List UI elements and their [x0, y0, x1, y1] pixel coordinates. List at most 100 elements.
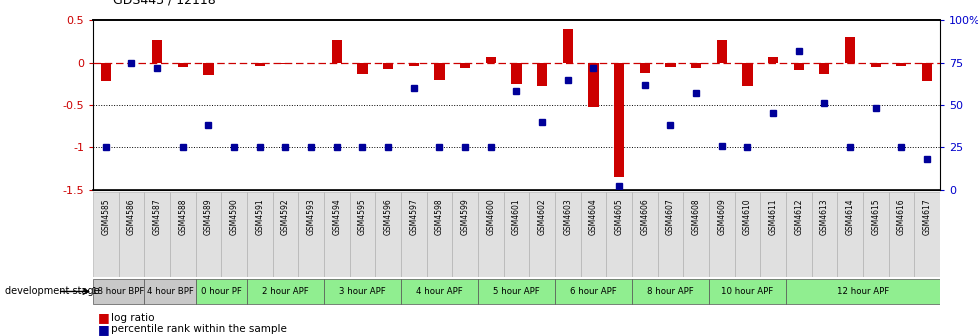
Bar	[196, 279, 246, 304]
Bar	[811, 192, 836, 277]
Text: GSM4597: GSM4597	[409, 198, 418, 235]
Text: GSM4596: GSM4596	[383, 198, 392, 235]
Text: GSM4605: GSM4605	[614, 198, 623, 235]
Bar	[555, 192, 580, 277]
Text: 4 hour BPF: 4 hour BPF	[147, 287, 194, 296]
Bar	[888, 192, 913, 277]
Bar	[665, 62, 675, 67]
Bar	[349, 192, 375, 277]
Text: ■: ■	[98, 311, 110, 324]
Text: GDS443 / 12118: GDS443 / 12118	[112, 0, 215, 7]
Bar	[708, 279, 785, 304]
Bar	[357, 62, 367, 75]
Bar	[555, 279, 631, 304]
Bar	[324, 279, 401, 304]
Bar	[144, 279, 196, 304]
Text: development stage: development stage	[5, 287, 100, 296]
Bar	[708, 192, 734, 277]
Bar	[246, 279, 324, 304]
Text: GSM4598: GSM4598	[434, 198, 443, 235]
Bar	[785, 192, 811, 277]
Text: GSM4601: GSM4601	[511, 198, 520, 235]
Bar	[452, 192, 477, 277]
Text: 2 hour APF: 2 hour APF	[262, 287, 308, 296]
Bar	[246, 192, 272, 277]
Text: GSM4603: GSM4603	[562, 198, 572, 235]
Text: GSM4588: GSM4588	[178, 198, 187, 235]
Text: GSM4612: GSM4612	[793, 198, 802, 235]
Bar	[613, 62, 624, 177]
Text: 12 hour APF: 12 hour APF	[836, 287, 888, 296]
Bar	[382, 62, 393, 69]
Bar	[485, 57, 496, 62]
Text: GSM4608: GSM4608	[690, 198, 700, 235]
Text: GSM4587: GSM4587	[153, 198, 161, 235]
Bar	[434, 62, 444, 80]
Bar	[862, 192, 888, 277]
Bar	[254, 62, 265, 66]
Text: GSM4595: GSM4595	[358, 198, 367, 235]
Text: 0 hour PF: 0 hour PF	[200, 287, 242, 296]
Bar	[588, 62, 598, 107]
Bar	[93, 192, 118, 277]
Bar	[221, 192, 246, 277]
Bar	[324, 192, 349, 277]
Text: 18 hour BPF: 18 hour BPF	[92, 287, 145, 296]
Bar	[836, 192, 862, 277]
Bar	[503, 192, 529, 277]
Bar	[657, 192, 683, 277]
Text: 4 hour APF: 4 hour APF	[416, 287, 463, 296]
Text: GSM4586: GSM4586	[127, 198, 136, 235]
Text: 5 hour APF: 5 hour APF	[493, 287, 539, 296]
Bar	[332, 40, 341, 62]
Bar	[760, 192, 785, 277]
Text: GSM4599: GSM4599	[460, 198, 469, 235]
Text: 6 hour APF: 6 hour APF	[569, 287, 616, 296]
Text: GSM4604: GSM4604	[589, 198, 598, 235]
Bar	[460, 62, 469, 68]
Bar	[477, 192, 503, 277]
Bar	[536, 62, 547, 86]
Text: GSM4615: GSM4615	[870, 198, 879, 235]
Text: GSM4589: GSM4589	[203, 198, 213, 235]
Text: 3 hour APF: 3 hour APF	[338, 287, 385, 296]
Bar	[895, 62, 906, 66]
Bar	[152, 40, 162, 62]
Bar	[196, 192, 221, 277]
Bar	[716, 40, 726, 62]
Bar	[93, 279, 144, 304]
Text: GSM4616: GSM4616	[896, 198, 905, 235]
Bar	[741, 62, 752, 86]
Text: 10 hour APF: 10 hour APF	[721, 287, 773, 296]
Bar	[921, 62, 931, 81]
Bar	[683, 192, 708, 277]
Text: GSM4609: GSM4609	[717, 198, 726, 235]
Bar	[511, 62, 521, 84]
Text: GSM4610: GSM4610	[742, 198, 751, 235]
Bar	[529, 192, 555, 277]
Text: GSM4611: GSM4611	[768, 198, 777, 235]
Bar	[178, 62, 188, 67]
Bar	[844, 37, 854, 62]
Bar	[562, 29, 572, 62]
Bar	[793, 62, 803, 70]
Text: 8 hour APF: 8 hour APF	[646, 287, 693, 296]
Bar	[170, 192, 196, 277]
Bar	[144, 192, 170, 277]
Text: GSM4593: GSM4593	[306, 198, 315, 235]
Text: GSM4585: GSM4585	[102, 198, 111, 235]
Bar	[118, 192, 144, 277]
Bar	[631, 279, 708, 304]
Bar	[401, 192, 426, 277]
Bar	[913, 192, 939, 277]
Bar	[375, 192, 401, 277]
Text: GSM4590: GSM4590	[230, 198, 239, 235]
Text: GSM4606: GSM4606	[640, 198, 648, 235]
Text: GSM4594: GSM4594	[332, 198, 341, 235]
Text: GSM4614: GSM4614	[845, 198, 854, 235]
Bar	[477, 279, 555, 304]
Bar	[734, 192, 760, 277]
Text: GSM4617: GSM4617	[921, 198, 930, 235]
Bar	[869, 62, 880, 67]
Text: GSM4591: GSM4591	[255, 198, 264, 235]
